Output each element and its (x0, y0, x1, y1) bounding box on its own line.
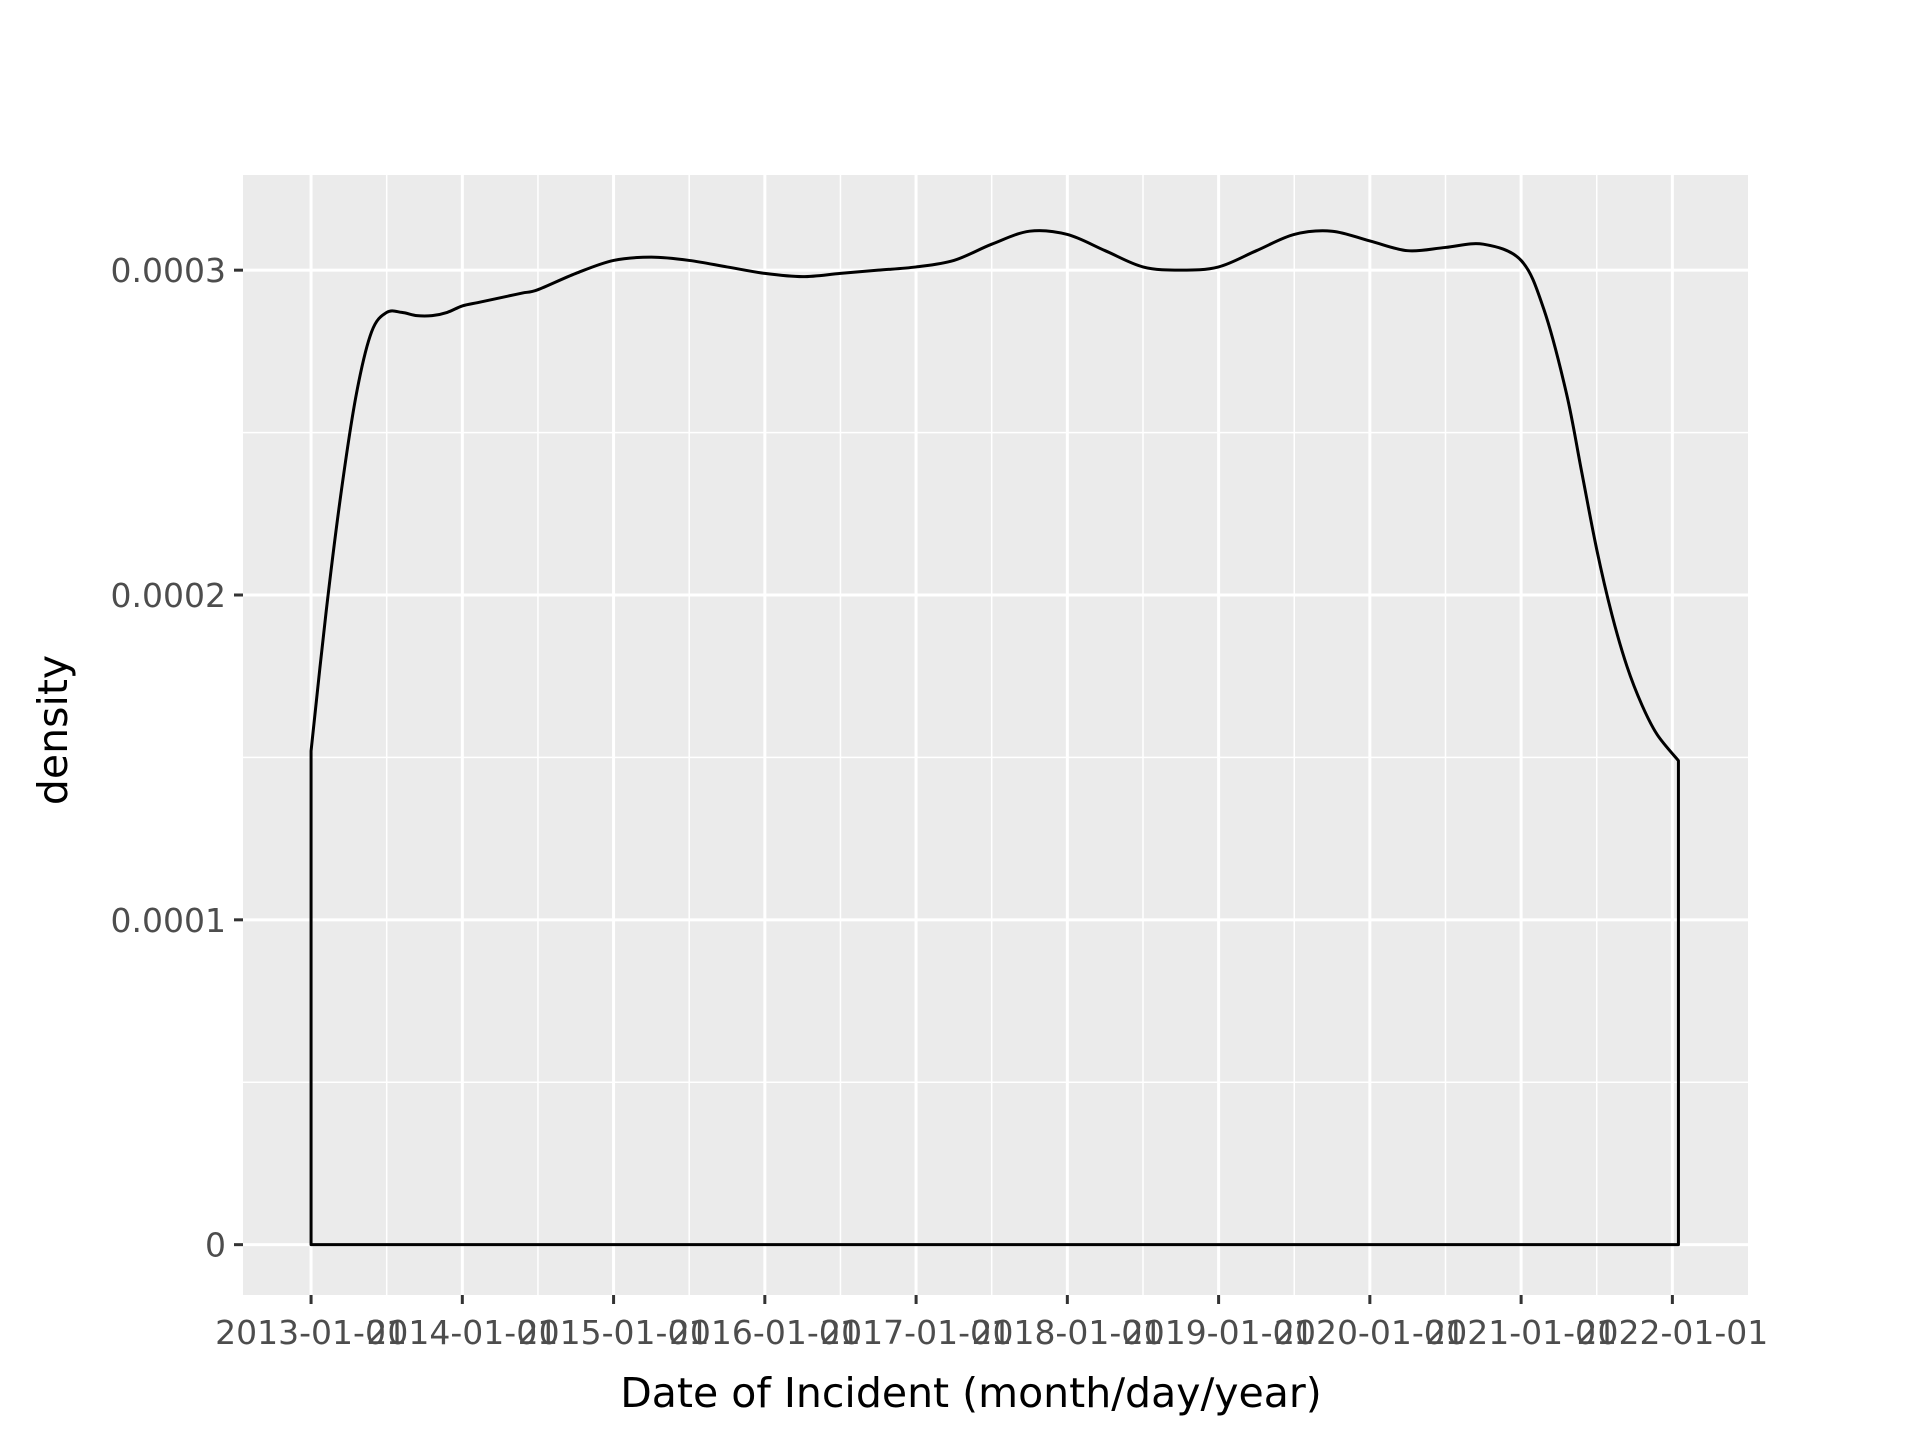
x-tick-label: 2022-01-01 (1576, 1313, 1768, 1352)
y-tick-label: 0.0003 (111, 251, 226, 290)
y-tick-label: 0.0001 (111, 901, 226, 940)
density-curve (309, 229, 1680, 1247)
y-axis-title: density (29, 655, 77, 805)
x-tick-label: 2020-01-01 (1274, 1313, 1466, 1352)
x-tick-label: 2019-01-01 (1123, 1313, 1315, 1352)
tick-labels: 00.00010.00020.00032013-01-012014-01-012… (111, 251, 1769, 1352)
x-axis-title: Date of Incident (month/day/year) (620, 1369, 1322, 1417)
x-tick-label: 2017-01-01 (820, 1313, 1012, 1352)
x-tick-label: 2021-01-01 (1425, 1313, 1617, 1352)
x-tick-label: 2018-01-01 (971, 1313, 1163, 1352)
y-tick-label: 0.0002 (111, 576, 226, 615)
y-tick-label: 0 (205, 1226, 226, 1265)
plot-panel (243, 175, 1748, 1295)
x-tick-label: 2015-01-01 (518, 1313, 710, 1352)
x-tick-label: 2013-01-01 (215, 1313, 407, 1352)
axis-ticks (234, 268, 1674, 1304)
x-tick-label: 2016-01-01 (669, 1313, 861, 1352)
x-tick-label: 2014-01-01 (366, 1313, 558, 1352)
